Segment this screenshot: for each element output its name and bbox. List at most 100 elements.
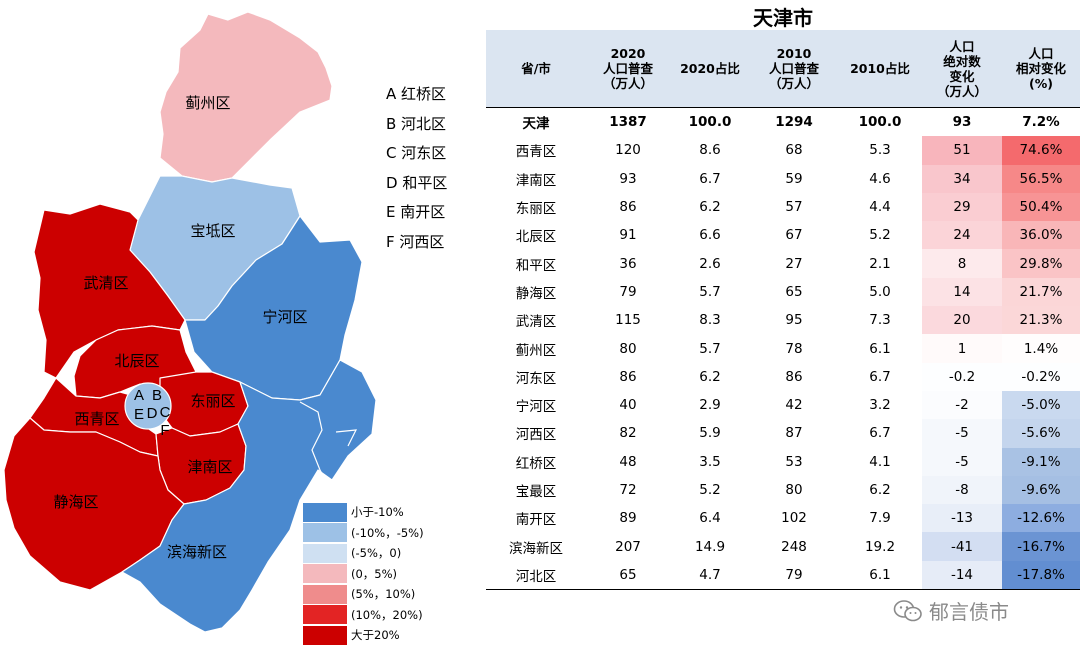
cell-abs-change: 34 — [922, 164, 1002, 193]
cell-rel-change: 21.3% — [1002, 306, 1080, 335]
urban-letter-b: B — [152, 387, 162, 404]
cell-abs-change: 1 — [922, 334, 1002, 363]
district-jizhou[interactable] — [159, 11, 333, 183]
label-jinnan: 津南区 — [187, 458, 232, 476]
cell-share-2020: 8.3 — [699, 312, 721, 329]
header-region: 省/市 — [486, 30, 586, 108]
header-pop-2020: 2020 人口普查 （万人） — [586, 30, 670, 108]
cell-pop-2010: 87 — [785, 425, 803, 442]
legend-label: (-5%，0) — [351, 546, 402, 561]
cell-abs-change: 93 — [922, 107, 1002, 137]
cell-rel-change: -0.2% — [1002, 362, 1080, 391]
header-share-2010: 2010占比 — [838, 30, 922, 108]
cell-pop-2010: 95 — [785, 312, 803, 329]
label-xiqing: 西青区 — [74, 410, 119, 428]
cell-region: 东丽区 — [515, 201, 557, 218]
table-row: 河北区 65 4.7 79 6.1 -14 -17.8% — [486, 560, 1080, 591]
cell-share-2010: 3.2 — [869, 397, 891, 414]
cell-pop-2020: 93 — [619, 170, 637, 187]
cell-region: 宁河区 — [515, 399, 557, 416]
table-row: 北辰区 91 6.6 67 5.2 24 36.0% — [486, 221, 1080, 250]
district-binhai[interactable] — [121, 359, 377, 633]
cell-rel-change: -16.7% — [1002, 532, 1080, 561]
header-rel-change: 人口 相对变化 (%) — [1002, 30, 1080, 108]
table-title: 天津市 — [753, 6, 813, 30]
cell-pop-2010: 1294 — [750, 107, 838, 137]
label-ninghe: 宁河区 — [262, 308, 307, 326]
label-wuqing: 武清区 — [83, 274, 128, 292]
cell-share-2010: 2.1 — [869, 255, 891, 272]
urban-district-key: A 红桥区 B 河北区 C 河东区 D 和平区 E 南开区 F 河西区 — [386, 80, 447, 257]
cell-share-2010: 5.3 — [869, 142, 891, 159]
cell-share-2010: 5.2 — [869, 227, 891, 244]
cell-region: 静海区 — [515, 285, 557, 302]
table-row: 西青区 120 8.6 68 5.3 51 74.6% — [486, 136, 1080, 165]
cell-rel-change: 36.0% — [1002, 221, 1080, 250]
cell-region: 河西区 — [515, 427, 557, 444]
cell-region: 宝最区 — [515, 484, 557, 500]
label-dongli: 东丽区 — [190, 392, 235, 410]
legend-item: (0，5%) — [303, 564, 424, 585]
cell-share-2010: 4.4 — [869, 199, 891, 216]
legend-label: 大于20% — [351, 628, 400, 643]
cell-share-2020: 2.9 — [699, 397, 721, 414]
cell-abs-change: 24 — [922, 221, 1002, 250]
cell-abs-change: 51 — [922, 136, 1002, 165]
cell-region: 武清区 — [515, 314, 557, 331]
cell-pop-2020: 91 — [619, 227, 637, 244]
legend-item: (5%，10%) — [303, 584, 424, 605]
header-pop-2010: 2010 人口普查 （万人） — [750, 30, 838, 108]
cell-rel-change: 50.4% — [1002, 192, 1080, 222]
cell-region: 南开区 — [515, 512, 557, 529]
legend-swatch — [303, 543, 347, 563]
urban-letter-a: A — [134, 387, 144, 404]
cell-share-2010: 7.9 — [869, 510, 891, 527]
legend-swatch — [303, 502, 347, 522]
cell-share-2020: 5.2 — [699, 482, 721, 498]
cell-share-2020: 6.2 — [699, 368, 721, 385]
cell-rel-change: -17.8% — [1002, 560, 1080, 591]
cell-share-2010: 6.7 — [869, 368, 891, 385]
cell-abs-change: -5 — [922, 419, 1002, 448]
cell-rel-change: -9.1% — [1002, 447, 1080, 476]
key-item: B 河北区 — [386, 114, 447, 133]
cell-abs-change: 29 — [922, 192, 1002, 222]
legend-swatch — [303, 625, 347, 645]
cell-pop-2020: 82 — [619, 425, 637, 442]
key-item: A 红桥区 — [386, 85, 447, 103]
cell-pop-2020: 40 — [619, 397, 637, 414]
cell-abs-change: 20 — [922, 306, 1002, 335]
cell-share-2020: 100.0 — [670, 107, 750, 137]
urban-core — [124, 382, 172, 430]
cell-pop-2010: 86 — [785, 368, 803, 385]
cell-rel-change: 56.5% — [1002, 164, 1080, 193]
cell-region: 和平区 — [515, 257, 557, 274]
cell-region: 天津 — [486, 107, 586, 137]
header-share-2020: 2020占比 — [670, 30, 750, 108]
legend-label: (10%，20%) — [351, 607, 423, 622]
cell-share-2010: 100.0 — [838, 107, 922, 137]
urban-letter-d: D — [147, 405, 158, 422]
cell-share-2010: 6.1 — [869, 340, 891, 357]
cell-abs-change: -8 — [922, 475, 1002, 505]
cell-pop-2020: 1387 — [586, 107, 670, 137]
cell-rel-change: -5.6% — [1002, 419, 1080, 448]
cell-share-2020: 6.7 — [699, 170, 721, 187]
cell-pop-2020: 89 — [619, 510, 637, 527]
label-jizhou: 蓟州区 — [185, 94, 230, 112]
cell-pop-2020: 86 — [619, 199, 637, 216]
cell-pop-2010: 248 — [781, 538, 807, 555]
cell-share-2020: 14.9 — [694, 538, 726, 555]
cell-abs-change: -2 — [922, 390, 1002, 420]
cell-share-2010: 4.1 — [869, 453, 891, 470]
tianjin-district-map: 蓟州区 宝坻区 武清区 宁河区 北辰区 东丽区 西青区 津南区 静海区 滨海新区… — [3, 11, 377, 633]
table-row: 静海区 79 5.7 65 5.0 14 21.7% — [486, 277, 1080, 307]
table-row: 津南区 93 6.7 59 4.6 34 56.5% — [486, 164, 1080, 193]
legend-label: (0，5%) — [351, 566, 398, 581]
cell-abs-change: -0.2 — [922, 362, 1002, 391]
urban-letter-f: F — [160, 422, 169, 439]
cell-pop-2010: 53 — [785, 453, 803, 470]
key-item: F 河西区 — [386, 232, 445, 251]
legend-item: (-5%，0) — [303, 543, 424, 564]
cell-rel-change: -9.6% — [1002, 475, 1080, 505]
